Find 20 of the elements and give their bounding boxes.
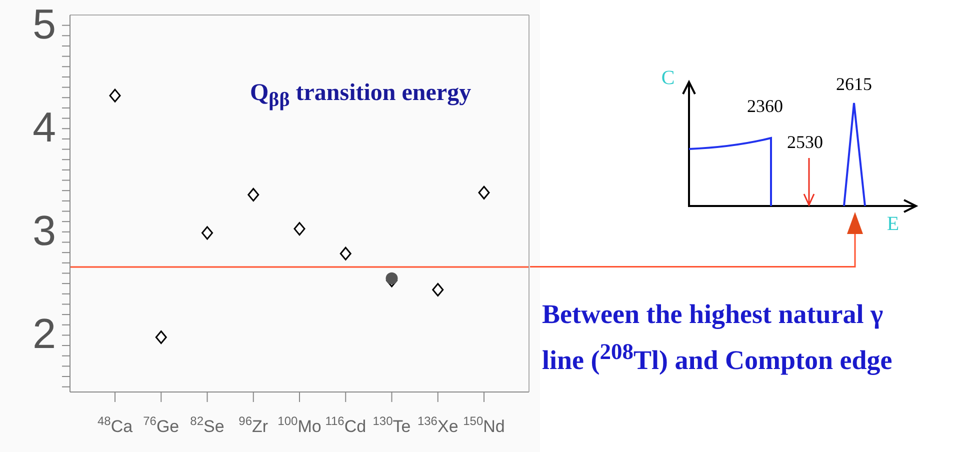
x-tick-label: $^{150}$Nd	[463, 414, 505, 436]
x-tick-label: $^{96}$Zr	[238, 414, 268, 436]
x-tick-label: $^{100}$Mo	[278, 414, 322, 436]
x-tick-label: $^{136}$Xe	[417, 414, 458, 436]
text: 2530	[787, 132, 823, 152]
text: Between the highest natural γ line ($^{208}$Tl) and Compton edge	[542, 298, 894, 377]
y-tick-label: 5	[32, 0, 56, 48]
text: C	[661, 67, 675, 89]
x-tick-label: $^{48}$Ca	[97, 414, 134, 436]
text: Q$_{ββ}$ transition energy	[250, 80, 472, 112]
x-tick-label: $^{76}$Ge	[143, 414, 180, 436]
x-tick-label: $^{82}$Se	[190, 414, 224, 436]
text: 2360	[747, 96, 783, 116]
x-tick-label: $^{130}$Te	[372, 414, 411, 436]
text: E	[886, 213, 900, 235]
y-tick-label: 4	[32, 104, 56, 151]
x-tick-label: $^{116}$Cd	[325, 414, 366, 436]
y-tick-label: 3	[32, 206, 56, 254]
text: 2615	[836, 74, 872, 94]
y-tick-label: 2	[32, 310, 56, 358]
